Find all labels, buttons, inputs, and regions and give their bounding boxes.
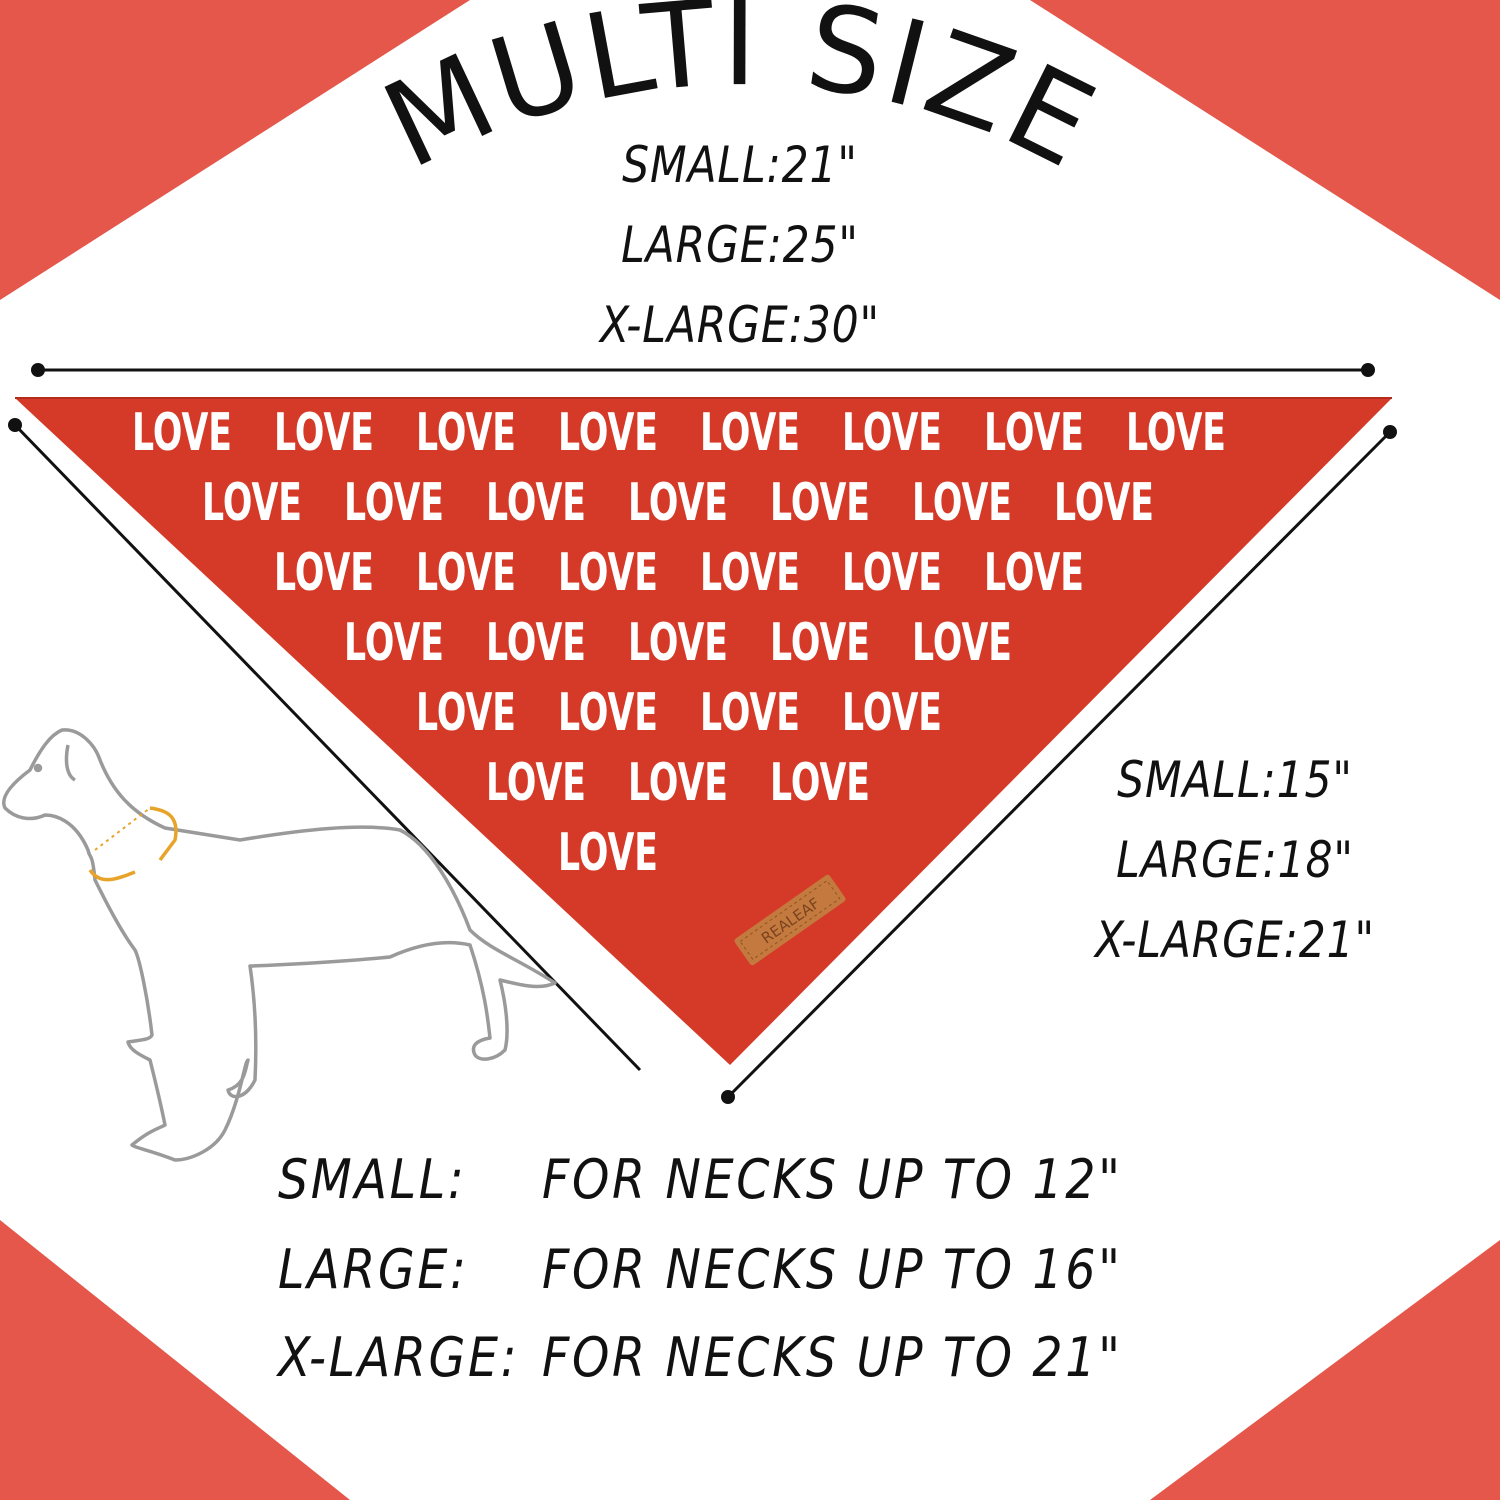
pattern-word: LOVE	[274, 403, 374, 463]
width-measure-line	[31, 363, 1375, 377]
pattern-word: LOVE	[984, 403, 1084, 463]
pattern-word: LOVE	[486, 473, 586, 533]
neck-size-small: SMALL: FOR NECKS UP TO 12"	[278, 1148, 1123, 1211]
width-size-xlarge: X-LARGE:30"	[600, 296, 880, 354]
corner-accent-bottom-left	[0, 1220, 350, 1500]
neck-size-text: FOR NECKS UP TO 21"	[542, 1326, 1123, 1389]
pattern-word: LOVE	[558, 823, 658, 883]
pattern-word: LOVE	[984, 543, 1084, 603]
pattern-word: LOVE	[558, 403, 658, 463]
pattern-word: LOVE	[770, 753, 870, 813]
neck-size-label: X-LARGE:	[278, 1326, 520, 1389]
pattern-word: LOVE	[628, 613, 728, 673]
pattern-word: LOVE	[486, 613, 586, 673]
pattern-word: LOVE	[700, 543, 800, 603]
width-size-list: SMALL:21" LARGE:25" X-LARGE:30"	[587, 125, 893, 365]
pattern-word: LOVE	[416, 683, 516, 743]
pattern-word: LOVE	[202, 473, 302, 533]
length-measure-line	[721, 425, 1397, 1104]
pattern-word: LOVE	[344, 613, 444, 673]
corner-accent-bottom-right	[1150, 1240, 1500, 1500]
length-size-small: SMALL:15"	[1117, 751, 1353, 809]
pattern-word: LOVE	[344, 473, 444, 533]
pattern-word: LOVE	[274, 543, 374, 603]
width-size-large: LARGE:25"	[621, 216, 859, 274]
pattern-word: LOVE	[558, 683, 658, 743]
pattern-word: LOVE	[912, 613, 1012, 673]
width-size-small: SMALL:21"	[622, 136, 858, 194]
neck-size-large: LARGE: FOR NECKS UP TO 16"	[278, 1238, 1123, 1301]
pattern-word: LOVE	[842, 543, 942, 603]
pattern-word: LOVE	[842, 683, 942, 743]
pattern-word: LOVE	[132, 403, 232, 463]
neck-size-xlarge: X-LARGE: FOR NECKS UP TO 21"	[278, 1326, 1123, 1389]
pattern-word: LOVE	[842, 403, 942, 463]
neck-size-text: FOR NECKS UP TO 12"	[542, 1148, 1123, 1211]
pattern-word: LOVE	[416, 543, 516, 603]
pattern-word: LOVE	[416, 403, 516, 463]
corner-accent-top-left	[0, 0, 470, 300]
pattern-word: LOVE	[1054, 473, 1154, 533]
neck-size-label: LARGE:	[278, 1238, 469, 1301]
pattern-word: LOVE	[628, 753, 728, 813]
pattern-word: LOVE	[770, 613, 870, 673]
neck-size-text: FOR NECKS UP TO 16"	[542, 1238, 1123, 1301]
pattern-word: LOVE	[1126, 403, 1226, 463]
pattern-word: LOVE	[486, 753, 586, 813]
dog-outline-illustration	[2, 728, 557, 1162]
pattern-word: LOVE	[558, 543, 658, 603]
pattern-word: LOVE	[700, 683, 800, 743]
pattern-word: LOVE	[628, 473, 728, 533]
neck-size-label: SMALL:	[278, 1148, 467, 1211]
length-size-list: SMALL:15" LARGE:18" X-LARGE:21"	[1082, 740, 1388, 980]
length-size-large: LARGE:18"	[1116, 831, 1354, 889]
pattern-word: LOVE	[700, 403, 800, 463]
pattern-word: LOVE	[912, 473, 1012, 533]
corner-accent-top-right	[1030, 0, 1500, 300]
pattern-word: LOVE	[770, 473, 870, 533]
side-measure-line-left	[8, 418, 642, 1072]
length-size-xlarge: X-LARGE:21"	[1095, 911, 1375, 969]
